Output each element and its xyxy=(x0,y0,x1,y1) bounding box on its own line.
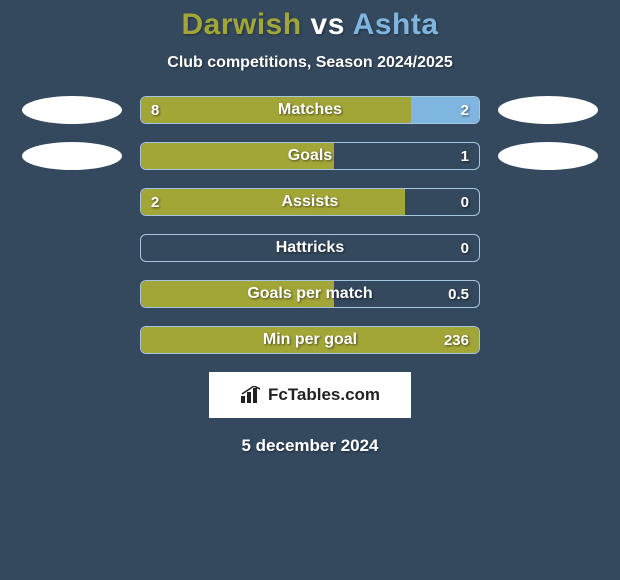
stat-bar: 0Hattricks xyxy=(140,234,480,262)
badge-spacer xyxy=(498,326,598,354)
stat-value-right: 0 xyxy=(461,235,469,261)
page-title: Darwish vs Ashta xyxy=(0,8,620,42)
subtitle: Club competitions, Season 2024/2025 xyxy=(0,54,620,72)
stat-bar: 0.5Goals per match xyxy=(140,280,480,308)
vs-separator: vs xyxy=(311,8,345,41)
stat-row: 236Min per goal xyxy=(0,326,620,354)
badge-spacer xyxy=(22,234,122,262)
bar-left-fill xyxy=(141,281,334,307)
stat-bar: 1Goals xyxy=(140,142,480,170)
stat-row: 0Hattricks xyxy=(0,234,620,262)
badge-spacer xyxy=(498,188,598,216)
badge-spacer xyxy=(22,188,122,216)
date-label: 5 december 2024 xyxy=(0,436,620,456)
stat-bar: 82Matches xyxy=(140,96,480,124)
stat-bars: 82Matches1Goals20Assists0Hattricks0.5Goa… xyxy=(0,96,620,354)
stat-value-right: 0.5 xyxy=(448,281,469,307)
badge-spacer xyxy=(22,326,122,354)
stat-value-left: 8 xyxy=(151,97,159,123)
player2-badge xyxy=(498,142,598,170)
stat-value-right: 1 xyxy=(461,143,469,169)
player2-badge xyxy=(498,96,598,124)
player1-badge xyxy=(22,96,122,124)
stat-row: 0.5Goals per match xyxy=(0,280,620,308)
stat-value-left: 2 xyxy=(151,189,159,215)
badge-spacer xyxy=(498,234,598,262)
stat-value-right: 2 xyxy=(461,97,469,123)
stat-row: 1Goals xyxy=(0,142,620,170)
stat-value-right: 236 xyxy=(444,327,469,353)
bar-left-fill xyxy=(141,327,479,353)
player2-name: Ashta xyxy=(353,8,439,41)
stat-bar: 20Assists xyxy=(140,188,480,216)
chart-icon xyxy=(240,386,262,404)
stat-bar: 236Min per goal xyxy=(140,326,480,354)
badge-spacer xyxy=(498,280,598,308)
site-badge[interactable]: FcTables.com xyxy=(209,372,411,418)
badge-spacer xyxy=(22,280,122,308)
stat-row: 82Matches xyxy=(0,96,620,124)
bar-left-fill xyxy=(141,97,411,123)
stat-value-right: 0 xyxy=(461,189,469,215)
player1-name: Darwish xyxy=(181,8,301,41)
stat-label: Hattricks xyxy=(141,235,479,261)
bar-left-fill xyxy=(141,189,405,215)
stat-row: 20Assists xyxy=(0,188,620,216)
site-label: FcTables.com xyxy=(268,385,380,405)
player1-badge xyxy=(22,142,122,170)
bar-left-fill xyxy=(141,143,334,169)
comparison-widget: Darwish vs Ashta Club competitions, Seas… xyxy=(0,0,620,456)
